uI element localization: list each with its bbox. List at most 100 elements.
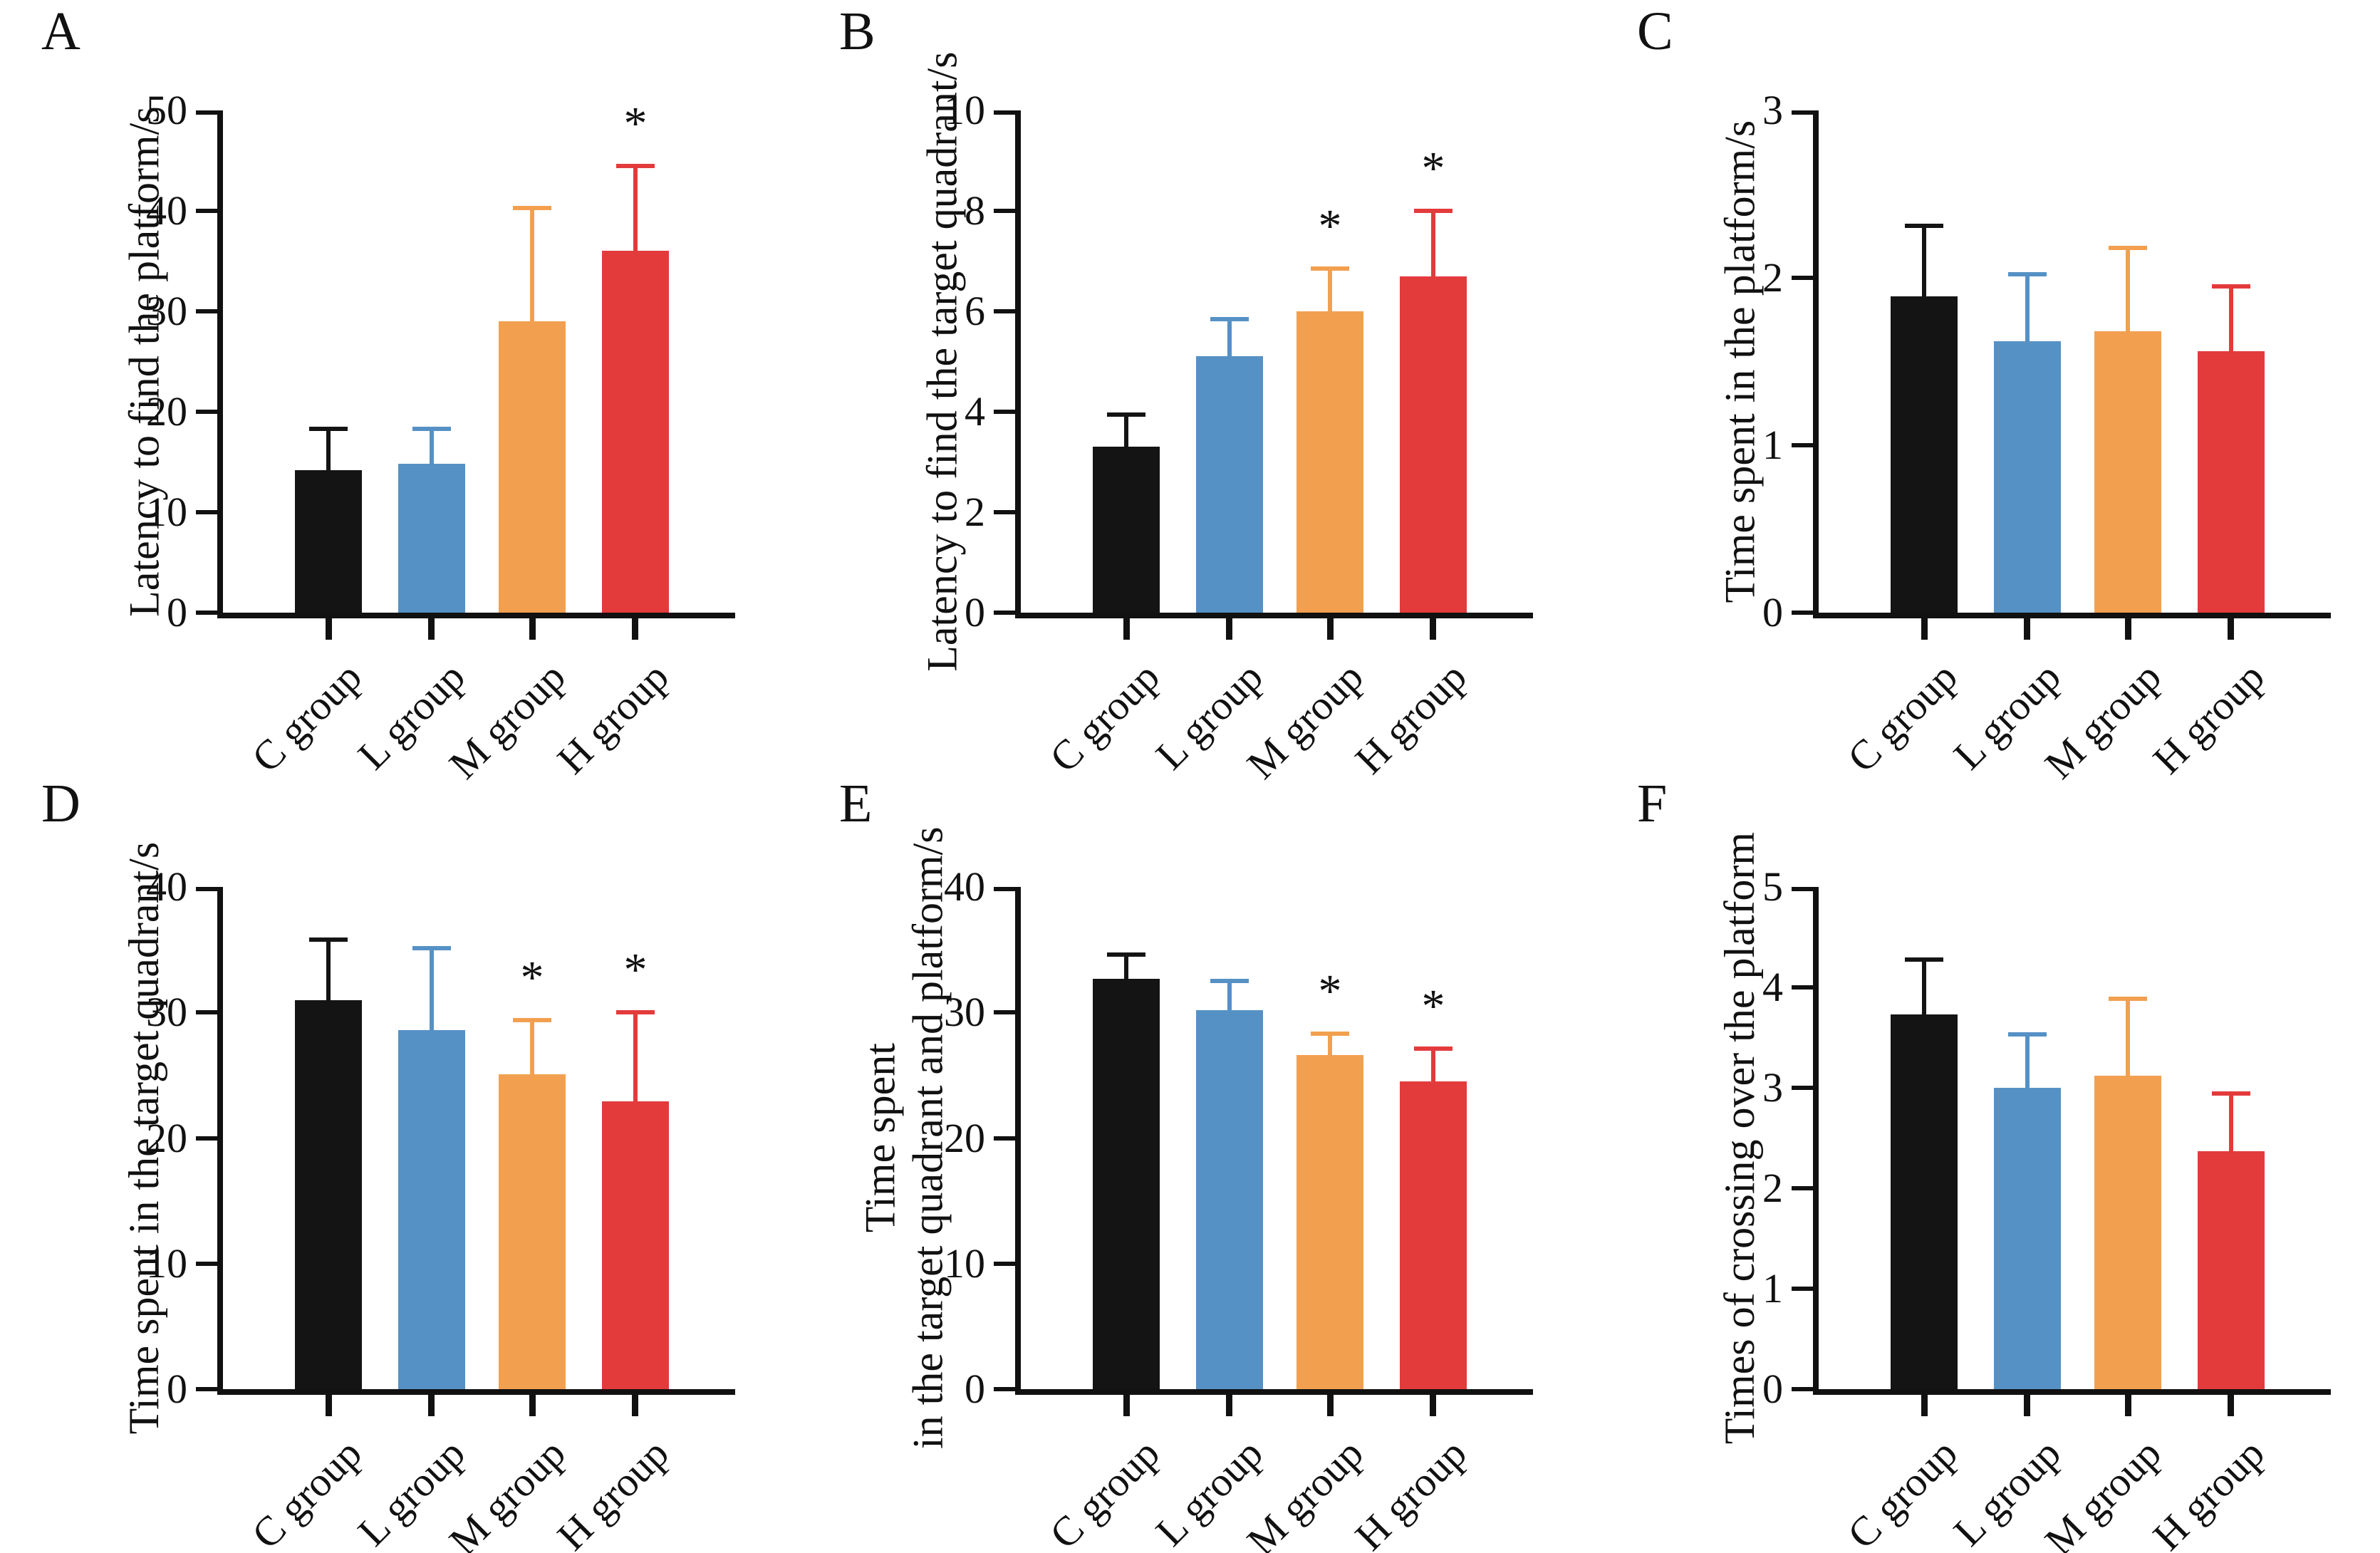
error-bar-cap-c-group [309, 427, 348, 431]
bar-h-group [2198, 351, 2265, 613]
chart-panel-a: A 0 10 20 30 40 50 Latency to find the platform… [0, 0, 793, 788]
bar-m-group [499, 1074, 566, 1389]
error-bar-line-h-group [2229, 286, 2233, 353]
y-tick [196, 110, 217, 115]
error-bar-cap-l-group [1210, 979, 1249, 983]
bar-h-group [1400, 1081, 1467, 1389]
y-tick-label: 2 [1762, 254, 1783, 301]
x-tick-h-group [2228, 618, 2234, 640]
bar-c-group [1891, 1014, 1958, 1389]
significance-asterisk-m-group: * [1318, 200, 1342, 252]
y-tick-label: 10 [146, 489, 187, 535]
y-axis-title: Times of crossing over the platform [1716, 831, 1764, 1445]
y-tick [1792, 985, 1813, 990]
panel-letter: A [41, 1, 80, 61]
error-bar-cap-m-group [1311, 266, 1349, 271]
error-bar-line-c-group [1922, 226, 1926, 298]
y-tick [196, 410, 217, 414]
chart-panel-e: E 0 10 20 30 40 Time spent in the target quadr… [798, 776, 1591, 1553]
y-axis [217, 110, 223, 618]
y-tick [196, 611, 217, 615]
x-tick-h-group [632, 618, 638, 640]
y-tick [994, 110, 1015, 115]
error-bar-line-h-group [1431, 1049, 1435, 1083]
error-bar-cap-l-group [412, 946, 451, 950]
error-bar-line-m-group [1328, 1034, 1332, 1056]
x-tick-l-group [2024, 618, 2030, 640]
x-tick-l-group [2024, 1395, 2030, 1416]
y-tick-label: 0 [167, 589, 187, 635]
y-tick [196, 1136, 217, 1141]
y-tick-label: 50 [146, 87, 187, 133]
y-tick [1792, 443, 1813, 447]
x-axis [217, 1389, 735, 1395]
y-tick [196, 209, 217, 213]
bar-c-group [1093, 447, 1160, 613]
y-tick [1792, 611, 1813, 615]
panel-letter: D [41, 774, 80, 833]
bar-h-group [1400, 276, 1467, 613]
x-tick-h-group [1430, 618, 1436, 640]
error-bar-line-l-group [2025, 1034, 2030, 1089]
y-tick-label: 40 [944, 863, 985, 910]
panel-letter: C [1637, 1, 1673, 61]
error-bar-cap-h-group [616, 1010, 655, 1014]
y-tick-label: 1 [1762, 1265, 1783, 1312]
x-axis [217, 613, 735, 618]
y-tick-label: 4 [1762, 964, 1783, 1010]
error-bar-line-l-group [430, 429, 434, 465]
y-axis-title: Latency to find the platform/s [120, 106, 168, 617]
y-axis-title-box: Latency to find the platform/s [0, 41, 465, 682]
bar-m-group [1296, 1055, 1363, 1389]
bar-l-group [1196, 356, 1263, 613]
y-tick-label: 40 [146, 187, 187, 234]
x-axis [1015, 613, 1533, 618]
x-tick-c-group [326, 618, 332, 640]
significance-asterisk-m-group: * [1318, 965, 1342, 1017]
error-bar-line-m-group [2126, 999, 2130, 1078]
error-bar-cap-c-group [1905, 224, 1943, 228]
bar-m-group [2094, 1076, 2161, 1389]
bar-h-group [2198, 1151, 2265, 1389]
y-tick [196, 1010, 217, 1014]
error-bar-line-c-group [326, 940, 331, 1002]
y-tick-label: 8 [965, 187, 985, 234]
error-bar-cap-m-group [1311, 1032, 1349, 1036]
y-tick [994, 1387, 1015, 1391]
y-tick-label: 0 [965, 589, 985, 635]
y-tick-label: 3 [1762, 87, 1783, 133]
error-bar-cap-h-group [2212, 1091, 2250, 1096]
error-bar-cap-l-group [2008, 272, 2047, 276]
y-axis-title: Latency to find the target quadrant/s [918, 51, 966, 672]
y-tick-label: 30 [146, 989, 187, 1035]
y-axis [1015, 110, 1021, 618]
y-tick-label: 30 [944, 989, 985, 1035]
x-tick-h-group [1430, 1395, 1436, 1416]
x-tick-m-group [1327, 618, 1334, 640]
x-tick-m-group [2125, 618, 2131, 640]
y-tick-label: 20 [146, 1115, 187, 1161]
x-axis [1813, 613, 2331, 618]
x-tick-l-group [1226, 618, 1232, 640]
y-tick [196, 510, 217, 514]
error-bar-cap-l-group [1210, 317, 1249, 321]
error-bar-line-c-group [1124, 415, 1128, 449]
y-tick-label: 10 [146, 1240, 187, 1287]
x-tick-h-group [2228, 1395, 2234, 1416]
significance-asterisk-h-group: * [1421, 142, 1445, 194]
x-tick-l-group [428, 1395, 435, 1416]
error-bar-cap-m-group [2109, 246, 2147, 250]
y-tick [994, 1262, 1015, 1266]
x-tick-c-group [1123, 618, 1130, 640]
significance-asterisk-h-group: * [1421, 980, 1445, 1032]
y-axis-title-box: Time spent in the target quadrant/s [0, 818, 465, 1459]
y-tick-label: 6 [965, 288, 985, 334]
error-bar-cap-c-group [1107, 952, 1145, 957]
y-tick-label: 2 [1762, 1165, 1783, 1211]
bar-l-group [398, 464, 465, 613]
chart-panel-c: C 0 1 2 3 Time spent in the platform/s C group… [1596, 0, 2380, 788]
x-tick-label-c-group: C group [242, 1430, 371, 1553]
error-bar-cap-c-group [309, 937, 348, 942]
x-tick-label-c-group: C group [1040, 1430, 1169, 1553]
error-bar-line-h-group [2229, 1094, 2233, 1152]
